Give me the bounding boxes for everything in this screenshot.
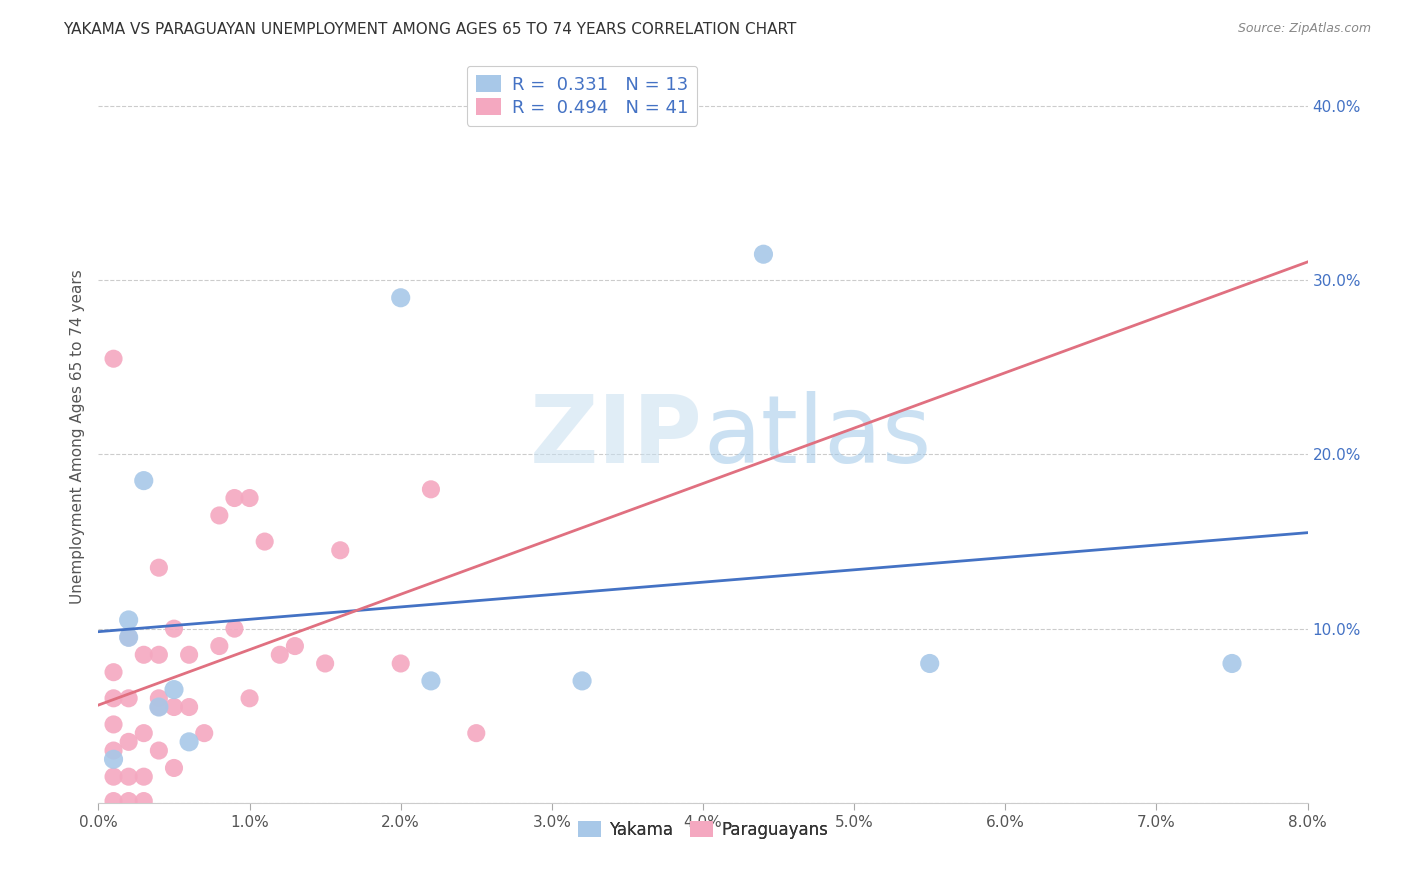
Point	[103, 770, 125, 784]
Point	[163, 622, 186, 636]
Point	[132, 726, 155, 740]
Point	[103, 717, 125, 731]
Point	[752, 247, 775, 261]
Point	[420, 483, 443, 497]
Text: YAKAMA VS PARAGUAYAN UNEMPLOYMENT AMONG AGES 65 TO 74 YEARS CORRELATION CHART: YAKAMA VS PARAGUAYAN UNEMPLOYMENT AMONG …	[63, 22, 797, 37]
Point	[118, 691, 141, 706]
Point	[148, 700, 170, 714]
Point	[571, 673, 593, 688]
Point	[208, 508, 231, 523]
Point	[284, 639, 307, 653]
Point	[132, 474, 155, 488]
Point	[103, 743, 125, 757]
Y-axis label: Unemployment Among Ages 65 to 74 years: Unemployment Among Ages 65 to 74 years	[69, 269, 84, 605]
Point	[132, 648, 155, 662]
Point	[314, 657, 336, 671]
Point	[118, 631, 141, 645]
Point	[103, 794, 125, 808]
Text: Source: ZipAtlas.com: Source: ZipAtlas.com	[1237, 22, 1371, 36]
Point	[179, 648, 201, 662]
Point	[239, 691, 262, 706]
Point	[163, 761, 186, 775]
Point	[208, 639, 231, 653]
Point	[224, 491, 246, 505]
Point	[1220, 657, 1243, 671]
Point	[118, 613, 141, 627]
Point	[163, 682, 186, 697]
Point	[389, 291, 412, 305]
Point	[329, 543, 352, 558]
Point	[163, 700, 186, 714]
Point	[389, 657, 412, 671]
Text: atlas: atlas	[703, 391, 931, 483]
Point	[179, 735, 201, 749]
Point	[103, 665, 125, 680]
Legend: Yakama, Paraguayans: Yakama, Paraguayans	[571, 814, 835, 846]
Point	[465, 726, 488, 740]
Point	[269, 648, 291, 662]
Point	[179, 700, 201, 714]
Point	[118, 794, 141, 808]
Point	[148, 743, 170, 757]
Point	[148, 648, 170, 662]
Point	[132, 770, 155, 784]
Point	[193, 726, 215, 740]
Point	[103, 351, 125, 366]
Point	[148, 560, 170, 574]
Point	[132, 794, 155, 808]
Point	[148, 700, 170, 714]
Point	[118, 735, 141, 749]
Point	[224, 622, 246, 636]
Point	[253, 534, 276, 549]
Point	[103, 752, 125, 766]
Point	[918, 657, 941, 671]
Point	[148, 691, 170, 706]
Point	[420, 673, 443, 688]
Point	[118, 770, 141, 784]
Point	[118, 631, 141, 645]
Text: ZIP: ZIP	[530, 391, 703, 483]
Point	[239, 491, 262, 505]
Point	[103, 691, 125, 706]
